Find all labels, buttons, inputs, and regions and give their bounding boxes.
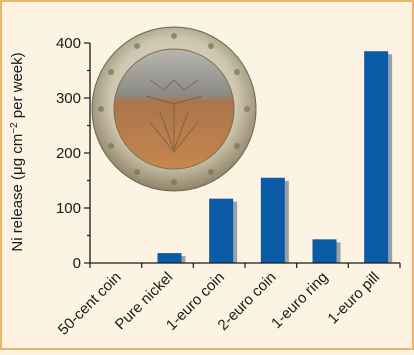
y-tick-label: 100 xyxy=(56,200,81,217)
y-tick-label: 0 xyxy=(73,255,81,272)
y-tick-label: 200 xyxy=(56,145,81,162)
bar xyxy=(260,177,285,263)
bar xyxy=(157,253,182,263)
x-tick-label: 1-euro pill xyxy=(324,269,383,328)
bar xyxy=(364,51,389,263)
y-axis-label-suffix: per week) xyxy=(9,52,26,122)
y-axis-label: Ni release (μg cm−2 per week) xyxy=(9,52,27,251)
bar xyxy=(312,239,337,263)
y-axis-label-prefix: Ni release (μg cm xyxy=(9,134,26,252)
x-tick-label: 1-euro ring xyxy=(268,269,331,332)
bar-series xyxy=(157,51,393,263)
y-axis-label-superscript: −2 xyxy=(9,122,20,134)
bar xyxy=(209,198,234,263)
euro-coin-photo xyxy=(91,26,257,192)
y-axis-ticks: 0 100 200 300 400 xyxy=(56,35,90,272)
y-tick-label: 400 xyxy=(56,35,81,52)
x-tick-label: 50-cent coin xyxy=(55,269,125,339)
y-tick-label: 300 xyxy=(56,90,81,107)
